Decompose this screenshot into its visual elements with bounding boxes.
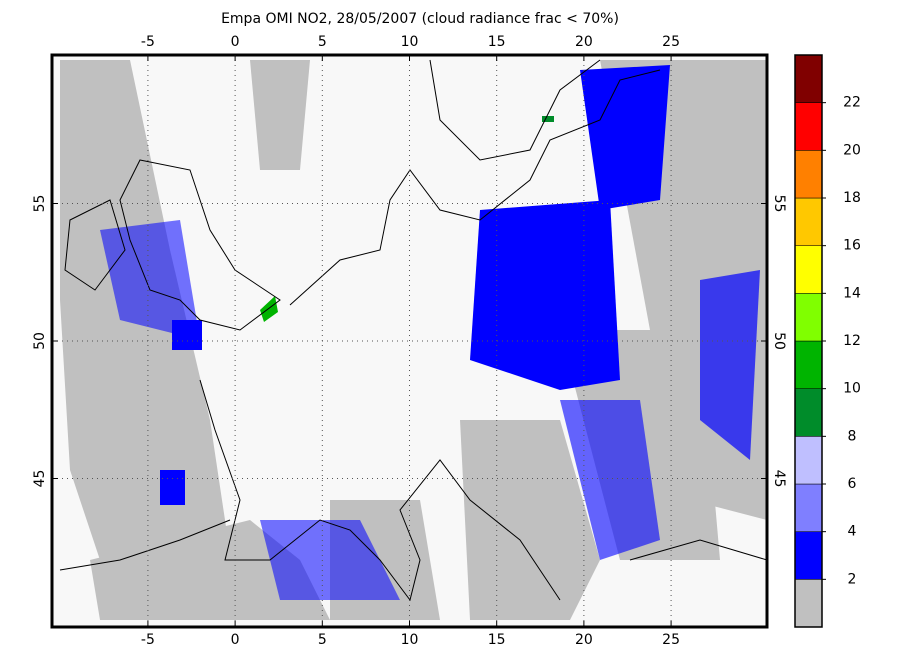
- lon-label-top: 15: [488, 34, 506, 50]
- colorbar-label: 4: [848, 524, 857, 540]
- colorbar-segment: [794, 150, 823, 199]
- colorbar-segment: [794, 197, 823, 246]
- colorbar-label: 12: [843, 333, 861, 349]
- lat-label-left: 50: [32, 332, 48, 350]
- lat-label-left: 45: [32, 470, 48, 488]
- colorbar-segment: [794, 579, 823, 628]
- colorbar-label: 14: [843, 285, 861, 301]
- lon-label-top: 25: [662, 34, 680, 50]
- colorbar-segment: [794, 531, 823, 580]
- colorbar-segment: [794, 483, 823, 532]
- lon-label-bottom: 15: [488, 632, 506, 648]
- colorbar-segment: [794, 340, 823, 389]
- lat-label-left: 55: [32, 195, 48, 213]
- colorbar-label: 6: [848, 476, 857, 492]
- colorbar-segment: [794, 436, 823, 485]
- lat-label-right: 45: [771, 470, 787, 488]
- colorbar-label: 2: [848, 571, 857, 587]
- colorbar-segment: [794, 54, 823, 103]
- lon-label-top: 5: [318, 34, 327, 50]
- colorbar-segment: [794, 388, 823, 437]
- lat-label-right: 55: [771, 195, 787, 213]
- colorbar-label: 8: [848, 428, 857, 444]
- colorbar-label: 18: [843, 190, 861, 206]
- lon-label-bottom: -5: [141, 632, 155, 648]
- colorbar-label: 20: [843, 142, 861, 158]
- colorbar-label: 22: [843, 95, 861, 111]
- colorbar-label: 16: [843, 238, 861, 254]
- lon-label-bottom: 10: [401, 632, 419, 648]
- lon-label-bottom: 5: [318, 632, 327, 648]
- lon-label-bottom: 0: [231, 632, 240, 648]
- title: Empa OMI NO2, 28/05/2007 (cloud radiance…: [221, 11, 619, 27]
- colorbar-segment: [794, 102, 823, 151]
- lon-label-top: -5: [141, 34, 155, 50]
- lon-label-bottom: 20: [575, 632, 593, 648]
- lon-label-bottom: 25: [662, 632, 680, 648]
- colorbar-frame: [794, 54, 823, 628]
- colorbar-segment: [794, 293, 823, 342]
- lon-label-top: 20: [575, 34, 593, 50]
- lon-label-top: 0: [231, 34, 240, 50]
- lat-label-right: 50: [771, 332, 787, 350]
- colorbar-label: 10: [843, 381, 861, 397]
- colorbar-segment: [794, 245, 823, 294]
- lon-label-top: 10: [401, 34, 419, 50]
